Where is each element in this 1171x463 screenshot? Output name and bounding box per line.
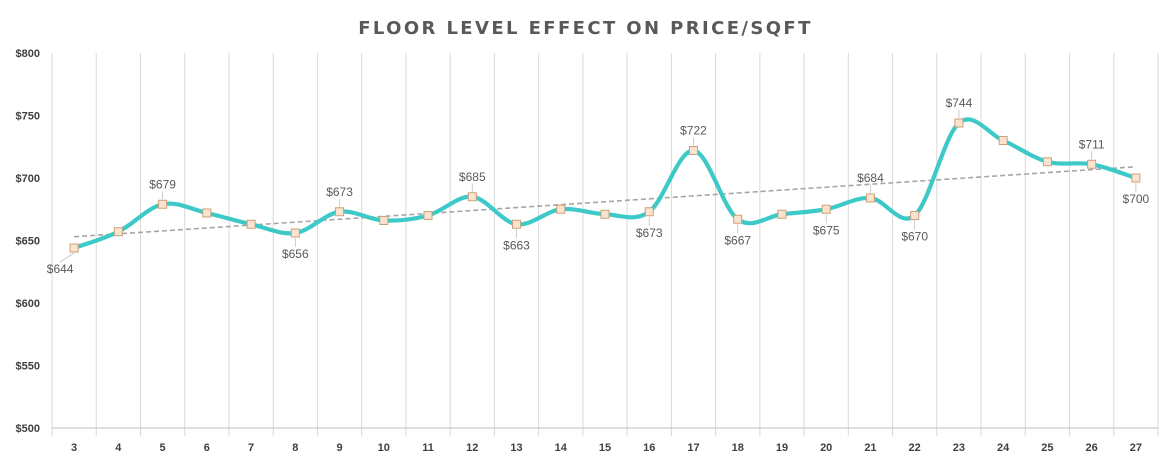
x-tick-label: 7 bbox=[248, 442, 254, 454]
data-point-marker bbox=[556, 204, 566, 214]
x-tick-label: 6 bbox=[204, 442, 210, 454]
data-point-marker bbox=[688, 146, 698, 155]
x-tick-label: 10 bbox=[378, 442, 390, 454]
series-line bbox=[72, 117, 1138, 251]
x-tick-label: 27 bbox=[1130, 442, 1142, 454]
data-point-marker bbox=[467, 192, 477, 202]
y-tick-label: $600 bbox=[16, 298, 40, 310]
x-tick-label: 5 bbox=[160, 442, 166, 454]
data-point-marker bbox=[954, 118, 964, 128]
y-tick-label: $700 bbox=[16, 173, 40, 185]
marker-layer bbox=[69, 118, 1141, 253]
x-tick-label: 8 bbox=[292, 442, 298, 454]
data-point-marker bbox=[733, 214, 743, 224]
data-label: $656 bbox=[282, 247, 309, 261]
data-point-marker bbox=[1131, 173, 1141, 183]
x-tick-label: 20 bbox=[820, 442, 832, 454]
x-tick-label: 21 bbox=[864, 442, 876, 454]
data-label: $670 bbox=[901, 230, 928, 244]
data-label: $744 bbox=[946, 96, 973, 110]
data-label: $684 bbox=[857, 171, 884, 185]
y-tick-label: $800 bbox=[16, 48, 40, 60]
x-tick-label: 3 bbox=[71, 442, 77, 454]
data-label-leader bbox=[59, 252, 75, 263]
data-point-marker bbox=[158, 199, 168, 209]
data-point-marker bbox=[1042, 157, 1052, 167]
data-point-marker bbox=[246, 219, 256, 229]
x-tick-label: 24 bbox=[997, 442, 1010, 454]
data-point-marker bbox=[865, 193, 875, 203]
data-label: $663 bbox=[503, 238, 530, 252]
data-point-marker bbox=[512, 219, 522, 229]
data-point-marker bbox=[69, 243, 79, 253]
y-axis-tick-labels: $500 $550 $600 $650 $700 $750 $800 bbox=[16, 48, 40, 435]
data-label: $685 bbox=[459, 170, 486, 184]
x-tick-label: 11 bbox=[422, 442, 434, 454]
data-label: $675 bbox=[813, 223, 840, 237]
data-point-marker bbox=[821, 204, 831, 214]
x-tick-label: 22 bbox=[909, 442, 921, 454]
x-tick-label: 25 bbox=[1041, 442, 1053, 454]
data-point-marker bbox=[113, 227, 123, 237]
x-axis-tick-labels: 3 4 5 6 7 8 9 10 11 12 13 14 15 16 17 18 19 20 21 22 23 24 25 2… bbox=[71, 442, 1142, 454]
chart-title: FLOOR LEVEL EFFECT ON PRICE/SQFT bbox=[358, 18, 813, 39]
y-tick-label: $550 bbox=[16, 361, 40, 373]
data-label: $673 bbox=[636, 226, 663, 240]
data-label: $644 bbox=[47, 262, 74, 276]
data-point-marker bbox=[600, 209, 610, 219]
data-point-marker bbox=[202, 208, 212, 218]
y-tick-label: $650 bbox=[16, 236, 40, 248]
data-point-marker bbox=[910, 211, 920, 220]
x-tick-label: 26 bbox=[1086, 442, 1098, 454]
data-label-layer: $644 $679 $656 $673 $685 $663 $673 $722 $667 $675… bbox=[47, 96, 1150, 276]
trendline bbox=[74, 165, 1136, 238]
trendline-layer bbox=[74, 165, 1136, 238]
data-label: $722 bbox=[680, 124, 707, 138]
data-point-marker bbox=[998, 136, 1008, 145]
x-tick-label: 23 bbox=[953, 442, 965, 454]
vertical-gridlines bbox=[51, 53, 1159, 436]
x-tick-label: 15 bbox=[599, 442, 611, 454]
y-tick-label: $500 bbox=[16, 423, 40, 435]
y-tick-label: $750 bbox=[16, 111, 40, 123]
data-point-marker bbox=[1087, 159, 1097, 169]
x-tick-label: 14 bbox=[555, 442, 568, 454]
x-tick-label: 17 bbox=[687, 442, 699, 454]
x-tick-label: 4 bbox=[115, 442, 122, 454]
data-label: $679 bbox=[149, 177, 176, 191]
x-tick-label: 12 bbox=[466, 442, 478, 454]
x-tick-label: 16 bbox=[643, 442, 655, 454]
x-tick-label: 19 bbox=[776, 442, 788, 454]
data-label: $700 bbox=[1123, 192, 1150, 206]
data-point-marker bbox=[335, 207, 345, 217]
data-label: $711 bbox=[1079, 137, 1105, 151]
data-point-marker bbox=[777, 209, 787, 219]
data-point-marker bbox=[644, 207, 654, 217]
x-tick-label: 18 bbox=[732, 442, 744, 454]
data-point-marker bbox=[379, 216, 389, 225]
x-tick-label: 13 bbox=[510, 442, 522, 454]
data-point-marker bbox=[423, 211, 433, 220]
data-point-marker bbox=[290, 228, 300, 238]
data-label: $667 bbox=[724, 233, 751, 247]
data-label: $673 bbox=[326, 185, 353, 199]
x-tick-label: 9 bbox=[336, 442, 342, 454]
series-line-layer bbox=[72, 117, 1138, 251]
